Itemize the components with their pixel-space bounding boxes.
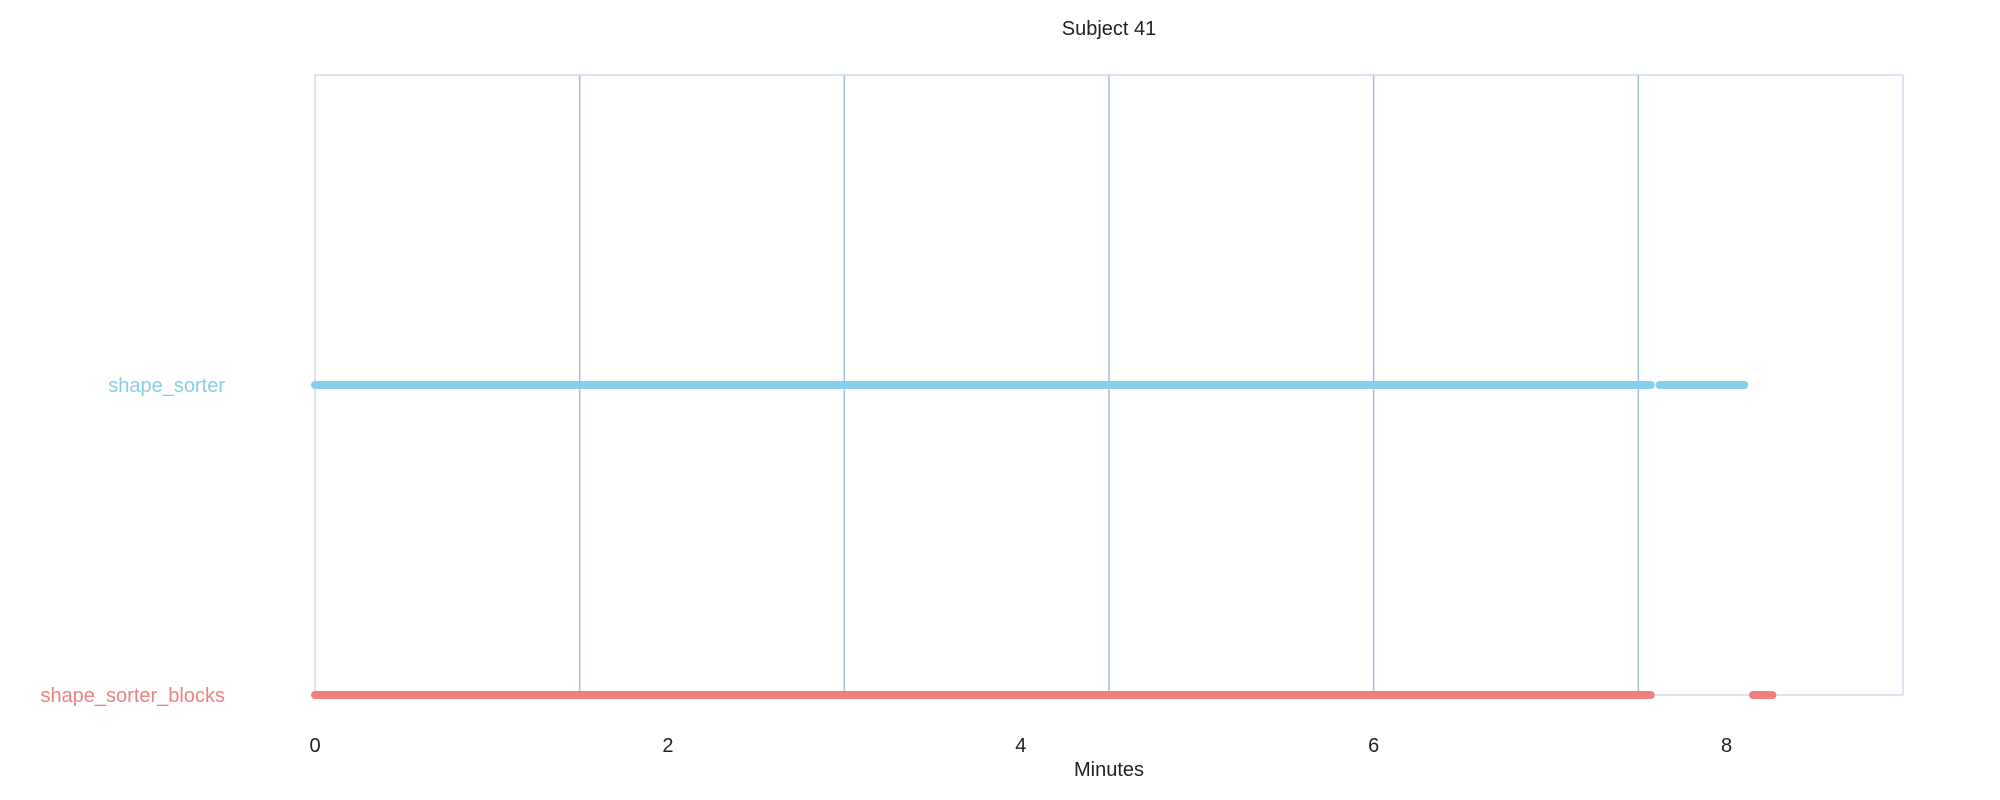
timeline-segments bbox=[311, 381, 1777, 699]
x-tick-label: 0 bbox=[309, 735, 320, 757]
chart-title: Subject 41 bbox=[1062, 18, 1157, 40]
x-axis-label: Minutes bbox=[1074, 759, 1144, 781]
category-label: shape_sorter_blocks bbox=[40, 685, 225, 707]
x-tick-labels: 0 2 4 6 8 bbox=[309, 735, 1732, 757]
x-tick-label: 4 bbox=[1015, 735, 1026, 757]
x-tick-label: 8 bbox=[1721, 735, 1732, 757]
category-label: shape_sorter bbox=[108, 375, 225, 397]
x-tick-label: 6 bbox=[1368, 735, 1379, 757]
category-labels: shape_sorter shape_sorter_blocks bbox=[40, 375, 225, 707]
x-tick-label: 2 bbox=[662, 735, 673, 757]
